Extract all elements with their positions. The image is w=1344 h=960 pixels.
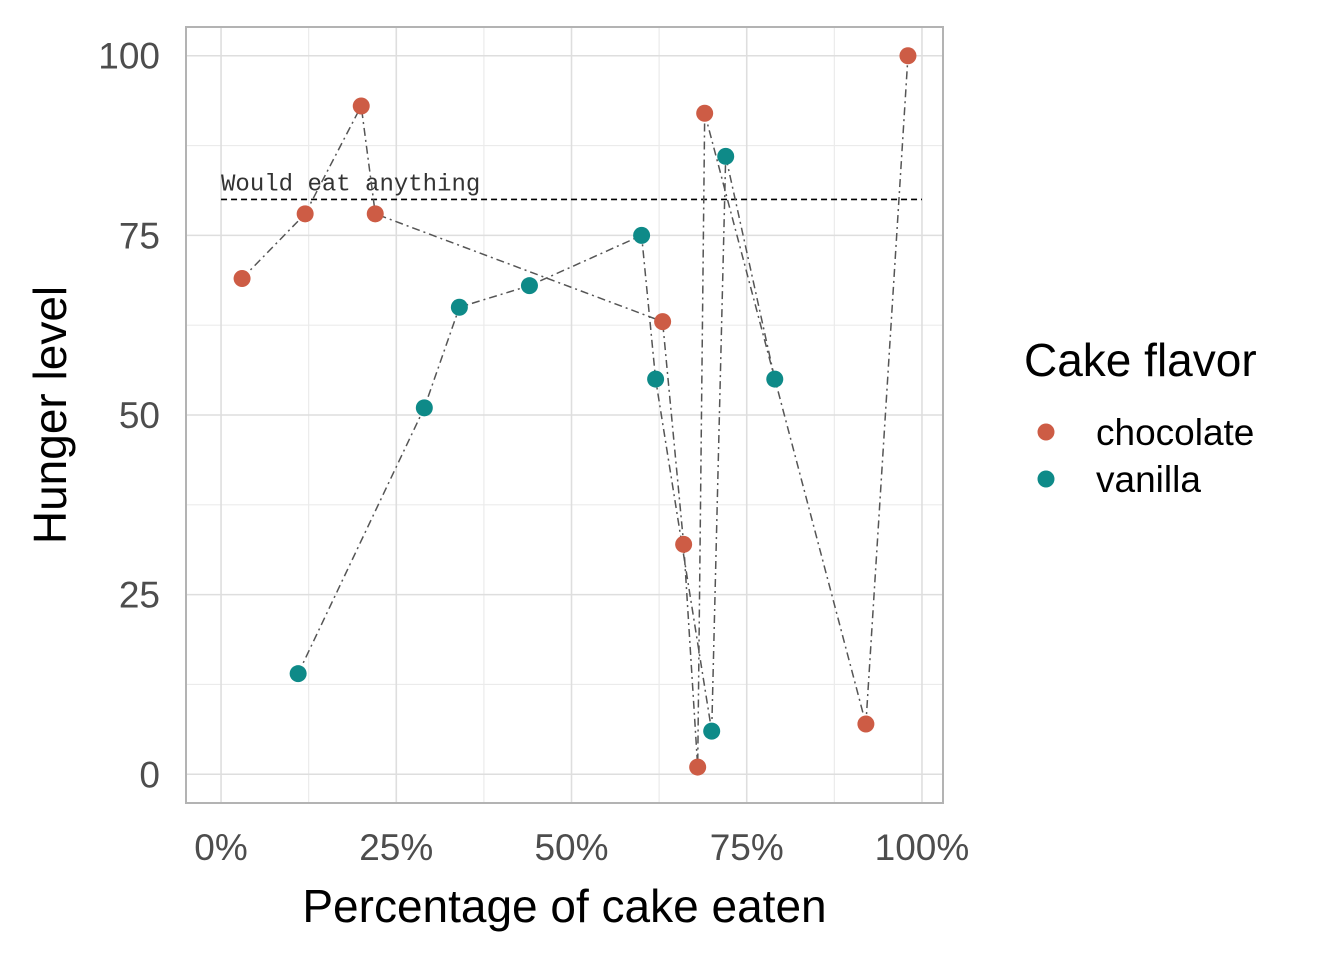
y-tick-label: 100 (98, 36, 160, 77)
x-tick-label: 0% (194, 827, 247, 868)
legend-key-vanilla (1037, 470, 1055, 488)
y-tick-label: 50 (119, 395, 160, 436)
grid-major (186, 27, 943, 803)
series-lines (241, 55, 909, 768)
series-points (233, 47, 917, 776)
x-tick-label: 25% (359, 827, 433, 868)
point-vanilla (703, 722, 721, 740)
x-tick-label: 100% (875, 827, 970, 868)
point-chocolate (899, 47, 917, 65)
point-chocolate (675, 535, 693, 553)
point-vanilla (415, 399, 433, 417)
point-chocolate (689, 758, 707, 776)
point-vanilla (633, 226, 651, 244)
point-vanilla (450, 298, 468, 316)
legend-label-vanilla: vanilla (1096, 459, 1201, 500)
point-vanilla (766, 370, 784, 388)
x-axis-title: Percentage of cake eaten (302, 880, 826, 932)
legend-label-chocolate: chocolate (1096, 412, 1254, 453)
panel-border (185, 26, 944, 804)
point-vanilla (520, 277, 538, 295)
point-chocolate (233, 269, 251, 287)
y-tick-label: 0 (139, 754, 160, 795)
y-axis-ticks: 0 25 50 75 100 (98, 36, 160, 796)
series-line-chocolate (241, 55, 909, 768)
x-tick-label: 50% (534, 827, 608, 868)
point-chocolate (654, 313, 672, 331)
point-chocolate (696, 104, 714, 122)
legend-title: Cake flavor (1024, 334, 1257, 386)
legend-items: chocolate vanilla (1037, 412, 1254, 500)
point-vanilla (647, 370, 665, 388)
legend-key-chocolate (1037, 423, 1055, 441)
y-tick-label: 75 (119, 215, 160, 256)
x-axis-ticks: 0% 25% 50% 75% 100% (194, 827, 969, 868)
legend: Cake flavor chocolate vanilla (1024, 334, 1257, 500)
point-chocolate (857, 715, 875, 733)
series-line-vanilla (297, 156, 776, 732)
point-vanilla (717, 147, 735, 165)
reference-line-label: Would eat anything (221, 171, 480, 198)
point-chocolate (366, 205, 384, 223)
point-vanilla (289, 665, 307, 683)
reference-line-group: Would eat anything (221, 171, 922, 201)
point-chocolate (296, 205, 314, 223)
x-tick-label: 75% (710, 827, 784, 868)
y-axis-title: Hunger level (24, 286, 76, 544)
y-tick-label: 25 (119, 575, 160, 616)
point-chocolate (352, 97, 370, 115)
